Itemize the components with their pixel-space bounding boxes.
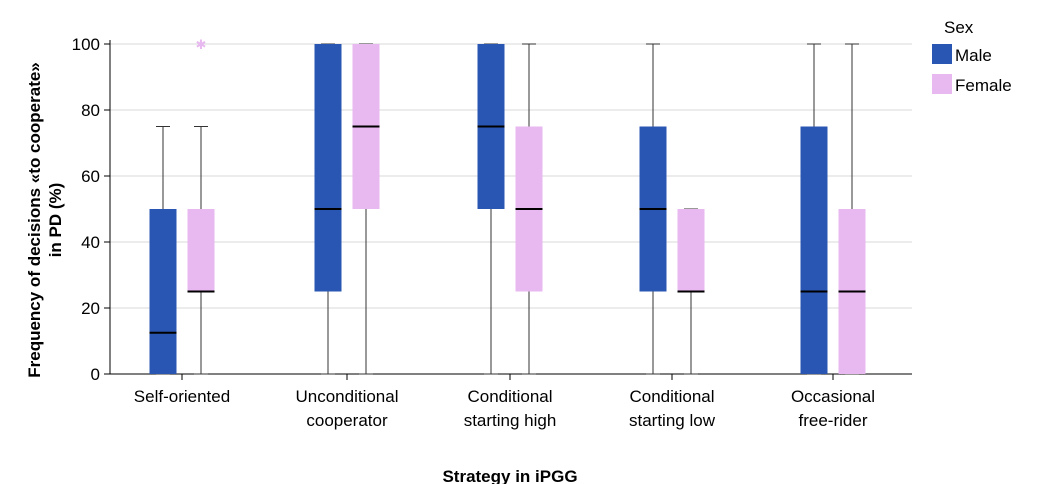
labels: 0 20 40 60 80 100 Self-oriented Unconditional co… <box>25 35 875 484</box>
y-tick-label: 20 <box>81 299 100 318</box>
box-female <box>515 43 543 375</box>
y-tick-label: 0 <box>91 365 100 384</box>
y-tick-label: 60 <box>81 167 100 186</box>
box-male <box>477 43 505 375</box>
y-tick-label: 40 <box>81 233 100 252</box>
box-female <box>352 43 380 375</box>
box-iqr <box>677 209 705 292</box>
boxes: ✱ <box>149 38 866 375</box>
x-tick-label: Conditional starting high <box>464 387 557 430</box>
gridlines <box>110 43 912 309</box>
box-female <box>677 208 705 375</box>
legend-swatch-male <box>932 44 952 64</box>
legend-label-male: Male <box>955 46 992 65</box>
box-iqr <box>800 126 828 374</box>
x-tick-label: Self-oriented <box>134 387 230 406</box>
box-female <box>838 43 866 375</box>
x-axis-title: Strategy in iPGG <box>442 467 577 484</box>
box-male <box>800 43 828 375</box>
legend: Sex Male Female <box>932 18 1012 95</box>
legend-title: Sex <box>944 18 974 37</box>
outlier-marker: ✱ <box>196 38 207 53</box>
y-tick-label: 100 <box>72 35 100 54</box>
x-tick-label: Conditional starting low <box>629 387 716 430</box>
y-tick-label: 80 <box>81 101 100 120</box>
x-tick-label: Unconditional cooperator <box>295 387 398 430</box>
box-iqr <box>187 209 215 292</box>
legend-label-female: Female <box>955 76 1012 95</box>
axes <box>104 40 912 380</box>
box-male <box>314 43 342 375</box>
box-male <box>149 126 177 375</box>
box-iqr <box>314 44 342 292</box>
box-iqr <box>149 209 177 374</box>
y-axis-title: Frequency of decisions «to cooperate» in … <box>25 62 65 378</box>
x-tick-label: Occasional free-rider <box>791 387 875 430</box>
box-male <box>639 43 667 375</box>
box-female: ✱ <box>187 38 215 375</box>
legend-swatch-female <box>932 74 952 94</box>
